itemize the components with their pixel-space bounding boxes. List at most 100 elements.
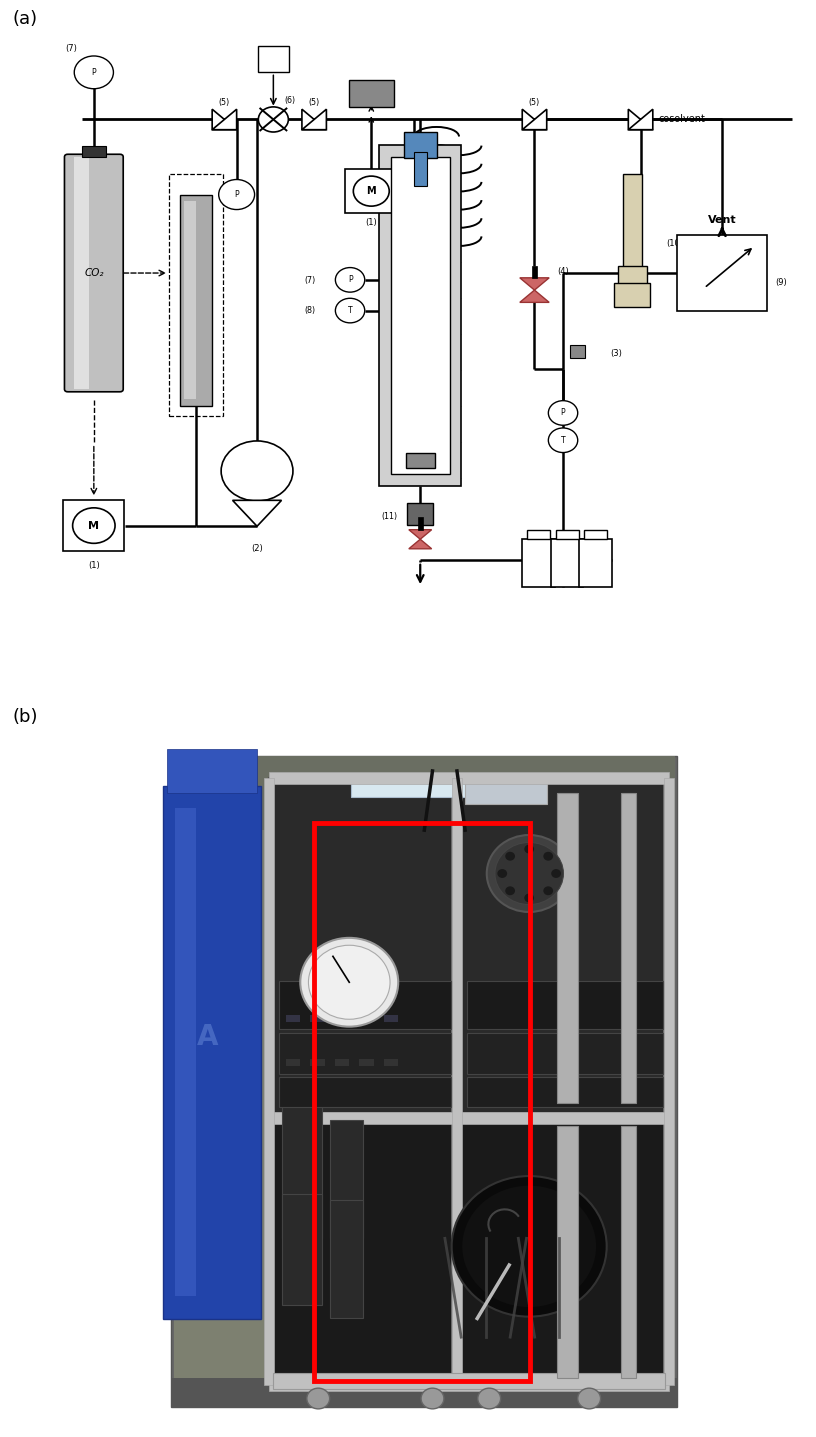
Bar	[391, 157, 450, 474]
Text: (6): (6)	[285, 96, 296, 105]
Polygon shape	[628, 109, 653, 129]
Text: (1): (1)	[366, 218, 377, 227]
Bar	[570, 345, 585, 358]
Bar	[462, 785, 663, 1112]
Circle shape	[497, 869, 508, 878]
Bar	[269, 1112, 669, 1124]
Bar	[467, 981, 663, 1029]
Polygon shape	[522, 109, 547, 129]
Text: (7): (7)	[65, 45, 77, 53]
Text: (4): (4)	[557, 267, 569, 276]
Circle shape	[548, 428, 578, 453]
Circle shape	[578, 1388, 601, 1408]
Circle shape	[308, 946, 390, 1019]
Bar	[258, 46, 289, 72]
Bar	[527, 530, 550, 539]
Bar	[314, 823, 530, 1381]
Polygon shape	[302, 109, 326, 129]
Polygon shape	[409, 530, 432, 539]
Bar	[579, 539, 612, 586]
Text: Vent: Vent	[707, 216, 737, 226]
Circle shape	[221, 441, 293, 502]
Bar	[621, 1125, 636, 1378]
Bar	[452, 779, 462, 1385]
Bar	[269, 1380, 669, 1391]
Circle shape	[300, 938, 398, 1026]
Bar	[282, 1105, 322, 1239]
Text: P: P	[561, 408, 565, 418]
Bar	[349, 80, 393, 108]
Bar	[286, 1015, 300, 1022]
Text: P: P	[91, 68, 96, 76]
Polygon shape	[522, 109, 547, 129]
Bar	[467, 1033, 663, 1073]
Circle shape	[74, 56, 113, 89]
Polygon shape	[212, 109, 237, 129]
Bar	[384, 1059, 398, 1066]
Bar	[532, 266, 537, 277]
Bar	[623, 174, 642, 273]
Bar	[169, 174, 223, 417]
Text: (5): (5)	[529, 98, 540, 106]
Bar	[664, 779, 674, 1385]
Bar	[82, 147, 106, 157]
Polygon shape	[409, 539, 432, 549]
Bar	[584, 530, 607, 539]
Bar	[359, 1015, 374, 1022]
Bar	[310, 1015, 325, 1022]
Bar	[174, 756, 675, 831]
Circle shape	[505, 887, 515, 895]
Text: (2): (2)	[251, 545, 263, 553]
Bar	[274, 785, 450, 1112]
Circle shape	[543, 852, 553, 861]
Bar	[621, 793, 636, 1104]
Circle shape	[307, 1388, 330, 1408]
Bar	[171, 756, 677, 1407]
Text: (1): (1)	[88, 560, 100, 570]
Circle shape	[548, 401, 578, 425]
Circle shape	[462, 1186, 596, 1308]
Polygon shape	[628, 109, 653, 129]
Text: P: P	[234, 190, 239, 200]
Bar	[414, 152, 427, 187]
Circle shape	[505, 852, 515, 861]
Bar	[384, 1015, 398, 1022]
Bar	[407, 503, 433, 525]
Circle shape	[421, 1388, 444, 1408]
Text: (8): (8)	[304, 306, 316, 316]
Bar	[64, 500, 125, 552]
Text: (11): (11)	[381, 512, 397, 522]
Bar	[465, 782, 547, 805]
Bar	[171, 1378, 677, 1407]
Text: (5): (5)	[308, 98, 320, 106]
Text: (b): (b)	[12, 708, 38, 726]
Circle shape	[524, 845, 534, 854]
Circle shape	[494, 842, 563, 904]
Bar	[269, 773, 669, 785]
Bar	[330, 1200, 363, 1318]
Bar	[404, 132, 437, 158]
Bar	[310, 1059, 325, 1066]
Bar	[614, 283, 650, 308]
Bar	[556, 530, 579, 539]
Circle shape	[73, 507, 115, 543]
Bar	[175, 808, 196, 1296]
Bar	[467, 1078, 663, 1106]
Bar	[286, 1059, 300, 1066]
Bar	[282, 1194, 322, 1305]
Polygon shape	[212, 109, 237, 129]
Text: (9): (9)	[775, 279, 787, 287]
Text: P: P	[348, 276, 353, 285]
Bar	[330, 1119, 363, 1239]
Bar	[557, 793, 578, 1104]
Polygon shape	[520, 277, 549, 290]
Circle shape	[524, 894, 534, 902]
Text: T: T	[348, 306, 353, 315]
Circle shape	[543, 887, 553, 895]
Bar	[184, 201, 196, 399]
Text: (10): (10)	[667, 239, 684, 249]
Circle shape	[486, 835, 571, 912]
Bar	[344, 170, 398, 213]
Bar	[269, 779, 669, 1385]
Bar	[279, 1033, 451, 1073]
